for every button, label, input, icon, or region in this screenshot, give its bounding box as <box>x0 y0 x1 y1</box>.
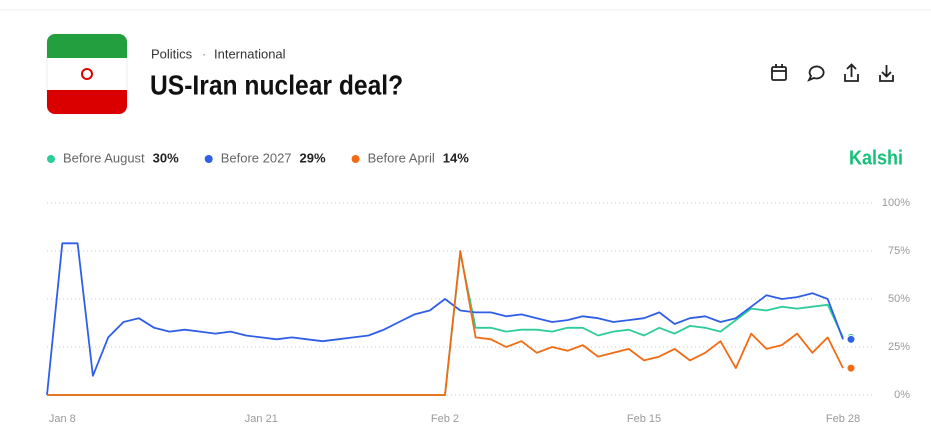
legend-label: Before 2027 <box>221 150 292 165</box>
download-icon[interactable] <box>879 65 894 82</box>
calendar-icon[interactable] <box>771 64 787 81</box>
y-tick-label: 25% <box>888 341 910 353</box>
series-line <box>47 252 844 396</box>
y-tick-label: 100% <box>882 197 910 209</box>
legend-label: Before August <box>63 150 145 165</box>
x-tick-label: Jan 21 <box>245 413 278 425</box>
legend: Before August 30% Before 2027 29% Before Apr… <box>47 150 469 165</box>
x-tick-label: Feb 2 <box>431 413 459 425</box>
y-tick-label: 0% <box>894 389 910 401</box>
series-line <box>46 242 844 396</box>
legend-value: 29% <box>300 150 326 165</box>
breadcrumb[interactable]: International <box>214 46 286 61</box>
y-tick-label: 50% <box>888 293 910 305</box>
x-tick-label: Feb 15 <box>627 413 661 425</box>
legend-value: 14% <box>443 150 469 165</box>
plot: 0% 25% 50% 75% 100% Jan 8 Jan 21 Feb 2 Feb 15 Feb… <box>46 197 910 425</box>
legend-dot <box>204 155 213 163</box>
breadcrumb[interactable]: Politics <box>151 46 193 61</box>
legend-dot <box>351 155 360 163</box>
breadcrumb-separator: · <box>202 46 206 61</box>
share-icon[interactable] <box>844 63 859 82</box>
end-dot <box>846 363 856 373</box>
series-line <box>47 250 844 396</box>
legend-dot <box>47 155 55 163</box>
toolbar <box>771 63 894 82</box>
y-tick-label: 75% <box>888 245 910 257</box>
brand: Kalshi <box>849 147 903 169</box>
x-tick-label: Jan 8 <box>49 413 76 425</box>
flag <box>46 33 128 115</box>
legend-value: 30% <box>153 150 179 165</box>
title: US-Iran nuclear deal? <box>150 69 403 101</box>
end-dot <box>846 334 856 344</box>
x-tick-label: Feb 28 <box>826 413 860 425</box>
comment-icon[interactable] <box>807 65 825 82</box>
legend-label: Before April <box>368 150 435 165</box>
